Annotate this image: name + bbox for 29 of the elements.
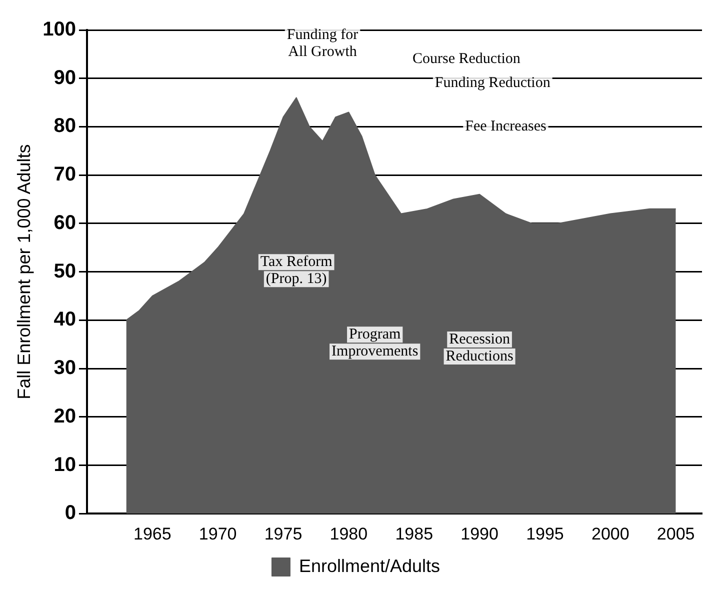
annotation: Program Improvements [332,326,418,360]
annotation: Fee Increases [465,118,546,135]
x-tick-label: 1990 [460,524,498,544]
x-tick-label: 1980 [330,524,368,544]
x-tick-label: 1995 [526,524,564,544]
y-tick-label: 30 [54,357,76,380]
y-tick-label: 10 [54,454,76,476]
annotation: Funding Reduction [434,75,551,92]
annotation: Funding for All Growth [286,26,358,60]
y-axis-title: Fall Enrollment per 1,000 Adults [14,144,34,400]
y-tick-label: 90 [54,66,76,89]
y-tick-label: 70 [54,164,76,186]
y-tick-label: 80 [54,115,76,138]
annotation: Course Reduction [412,50,521,67]
y-tick-label: 60 [54,212,76,234]
annotation: Tax Reform (Prop. 13) [260,254,333,288]
y-tick-label: 100 [42,18,76,41]
x-tick-label: 1970 [198,524,237,544]
x-tick-label: 1985 [395,524,434,544]
y-tick-label: 50 [54,260,76,282]
legend-label: Enrollment/Adults [298,556,440,576]
annotation: Recession Reductions [446,331,514,364]
x-tick-label: 1965 [133,524,172,544]
x-tick-label: 2005 [656,524,695,544]
y-tick-label: 40 [54,308,76,331]
y-tick-label: 20 [54,405,76,428]
x-tick-label: 2000 [591,524,630,544]
x-tick-label: 1975 [264,524,302,544]
y-tick-label: 0 [64,502,76,524]
